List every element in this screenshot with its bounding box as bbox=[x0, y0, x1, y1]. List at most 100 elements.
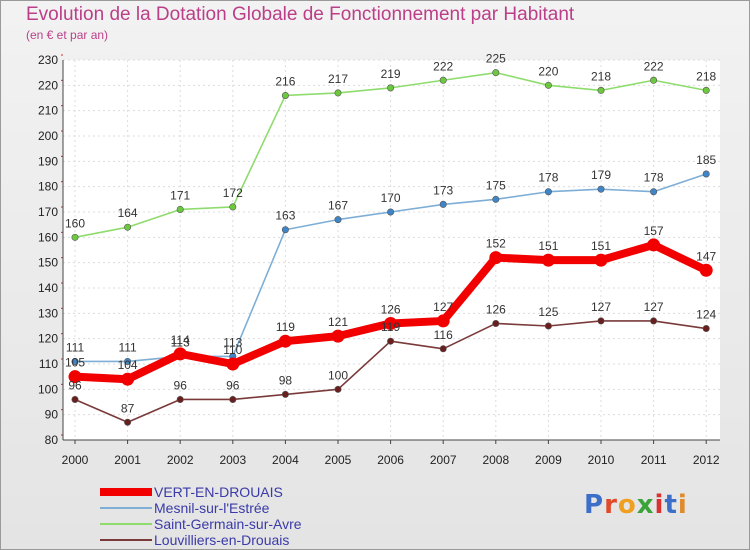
data-point-saint-germain-sur-avre bbox=[229, 203, 237, 211]
data-label-vert-en-drouais: 104 bbox=[118, 358, 138, 372]
data-point-louvilliers-en-drouais bbox=[124, 418, 132, 426]
data-point-saint-germain-sur-avre bbox=[702, 86, 710, 94]
data-label-saint-germain-sur-avre: 218 bbox=[591, 69, 611, 83]
data-label-saint-germain-sur-avre: 164 bbox=[118, 206, 138, 220]
data-label-saint-germain-sur-avre: 216 bbox=[275, 74, 295, 88]
y-tick-label: 200 bbox=[38, 129, 58, 143]
logo-letter: i bbox=[654, 490, 665, 520]
data-label-saint-germain-sur-avre: 220 bbox=[538, 64, 558, 78]
data-point-vert-en-drouais bbox=[699, 263, 713, 277]
data-label-saint-germain-sur-avre: 172 bbox=[223, 186, 243, 200]
logo-letter: o bbox=[617, 490, 637, 520]
data-label-saint-germain-sur-avre: 218 bbox=[696, 69, 716, 83]
data-label-louvilliers-en-drouais: 119 bbox=[381, 320, 400, 334]
y-tick-label: 180 bbox=[38, 180, 58, 194]
data-point-saint-germain-sur-avre bbox=[650, 76, 658, 84]
data-point-saint-germain-sur-avre bbox=[544, 81, 552, 89]
data-label-mesnil-sur-l-estr-e: 178 bbox=[644, 171, 664, 185]
data-point-mesnil-sur-l-estr-e bbox=[124, 357, 132, 365]
legend-label: Saint-Germain-sur-Avre bbox=[154, 516, 302, 532]
data-point-vert-en-drouais bbox=[541, 253, 555, 267]
data-label-louvilliers-en-drouais: 96 bbox=[174, 378, 188, 392]
data-label-vert-en-drouais: 147 bbox=[696, 249, 716, 263]
data-label-louvilliers-en-drouais: 126 bbox=[486, 302, 506, 316]
data-label-vert-en-drouais: 151 bbox=[538, 239, 558, 253]
data-point-vert-en-drouais bbox=[384, 316, 398, 330]
x-tick-label: 2009 bbox=[535, 453, 562, 467]
data-label-saint-germain-sur-avre: 171 bbox=[170, 188, 190, 202]
data-point-vert-en-drouais bbox=[331, 329, 345, 343]
data-point-saint-germain-sur-avre bbox=[387, 84, 395, 92]
series-lines bbox=[68, 69, 713, 426]
data-point-louvilliers-en-drouais bbox=[544, 322, 552, 330]
data-point-vert-en-drouais bbox=[436, 314, 450, 328]
data-label-vert-en-drouais: 105 bbox=[65, 356, 85, 370]
y-tick-label: 220 bbox=[38, 78, 58, 92]
data-point-saint-germain-sur-avre bbox=[597, 86, 605, 94]
data-label-louvilliers-en-drouais: 124 bbox=[696, 308, 716, 322]
data-point-vert-en-drouais bbox=[226, 357, 240, 371]
data-label-mesnil-sur-l-estr-e: 111 bbox=[66, 340, 85, 354]
data-point-mesnil-sur-l-estr-e bbox=[702, 170, 710, 178]
x-tick-label: 2011 bbox=[641, 453, 667, 467]
legend-swatch bbox=[100, 488, 152, 496]
data-point-louvilliers-en-drouais bbox=[387, 337, 395, 345]
data-point-louvilliers-en-drouais bbox=[281, 390, 289, 398]
data-label-mesnil-sur-l-estr-e: 173 bbox=[433, 183, 453, 197]
data-label-mesnil-sur-l-estr-e: 175 bbox=[486, 178, 506, 192]
data-point-saint-germain-sur-avre bbox=[176, 205, 184, 213]
data-label-vert-en-drouais: 151 bbox=[591, 239, 611, 253]
axes: 8090100110120130140150160170180190200210… bbox=[38, 53, 720, 467]
y-tick-label: 110 bbox=[39, 357, 58, 371]
data-point-saint-germain-sur-avre bbox=[334, 89, 342, 97]
x-tick-label: 2006 bbox=[377, 453, 404, 467]
data-point-saint-germain-sur-avre bbox=[281, 91, 289, 99]
data-point-saint-germain-sur-avre bbox=[439, 76, 447, 84]
data-point-louvilliers-en-drouais bbox=[176, 395, 184, 403]
logo-letter: P bbox=[584, 490, 605, 520]
data-label-saint-germain-sur-avre: 219 bbox=[381, 67, 401, 81]
data-label-louvilliers-en-drouais: 96 bbox=[226, 378, 240, 392]
data-point-mesnil-sur-l-estr-e bbox=[334, 216, 342, 224]
data-point-vert-en-drouais bbox=[173, 347, 187, 361]
y-tick-label: 100 bbox=[38, 382, 58, 396]
data-label-mesnil-sur-l-estr-e: 113 bbox=[171, 335, 190, 349]
data-label-louvilliers-en-drouais: 100 bbox=[328, 368, 348, 382]
data-labels: 160 164 171 172 216 217 219 222 225 220 218 222 218 1… bbox=[65, 52, 717, 416]
x-tick-label: 2002 bbox=[167, 453, 194, 467]
data-point-vert-en-drouais bbox=[489, 251, 503, 265]
data-point-vert-en-drouais bbox=[68, 370, 82, 384]
data-label-mesnil-sur-l-estr-e: 178 bbox=[538, 171, 558, 185]
legend-label: Mesnil-sur-l'Estrée bbox=[154, 500, 270, 516]
data-point-louvilliers-en-drouais bbox=[71, 395, 79, 403]
chart-subtitle: (en € et par an) bbox=[26, 28, 109, 42]
legend-swatch bbox=[100, 539, 152, 541]
data-label-saint-germain-sur-avre: 222 bbox=[433, 59, 453, 73]
data-label-mesnil-sur-l-estr-e: 163 bbox=[275, 209, 295, 223]
proxiti-logo: Proxiti bbox=[584, 490, 688, 520]
x-tick-label: 2003 bbox=[219, 453, 246, 467]
x-tick-label: 2010 bbox=[588, 453, 615, 467]
y-tick-label: 130 bbox=[38, 306, 58, 320]
x-tick-label: 2000 bbox=[62, 453, 89, 467]
data-point-mesnil-sur-l-estr-e bbox=[439, 200, 447, 208]
data-point-mesnil-sur-l-estr-e bbox=[492, 195, 500, 203]
data-point-mesnil-sur-l-estr-e bbox=[544, 188, 552, 196]
x-tick-label: 2012 bbox=[693, 453, 720, 467]
data-label-saint-germain-sur-avre: 225 bbox=[486, 52, 506, 66]
legend-label: VERT-EN-DROUAIS bbox=[154, 484, 283, 500]
gridlines bbox=[63, 59, 720, 441]
x-tick-label: 2008 bbox=[482, 453, 509, 467]
data-label-mesnil-sur-l-estr-e: 170 bbox=[381, 191, 401, 205]
data-label-louvilliers-en-drouais: 87 bbox=[121, 401, 135, 415]
chart-title: Evolution de la Dotation Globale de Fonc… bbox=[26, 4, 575, 25]
data-point-louvilliers-en-drouais bbox=[650, 317, 658, 325]
data-label-louvilliers-en-drouais: 116 bbox=[434, 328, 453, 342]
data-label-vert-en-drouais: 114 bbox=[171, 333, 190, 347]
data-label-mesnil-sur-l-estr-e: 167 bbox=[328, 199, 348, 213]
data-point-louvilliers-en-drouais bbox=[439, 345, 447, 353]
data-label-vert-en-drouais: 152 bbox=[486, 237, 506, 251]
data-label-louvilliers-en-drouais: 98 bbox=[279, 373, 293, 387]
data-label-vert-en-drouais: 126 bbox=[381, 302, 401, 316]
